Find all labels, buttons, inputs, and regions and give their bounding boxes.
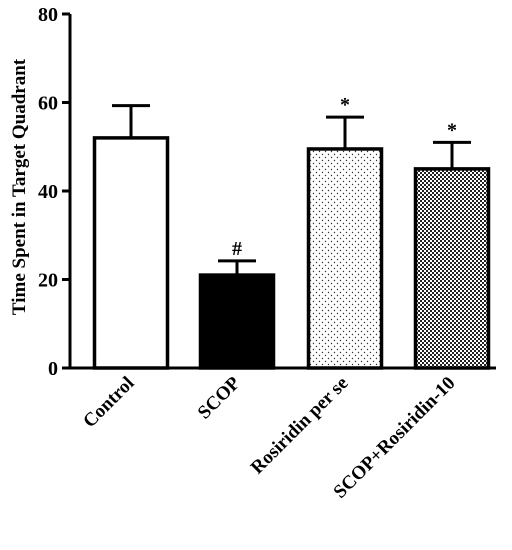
y-tick-label: 80 <box>38 4 58 26</box>
bar <box>413 167 491 370</box>
y-tick-label: 0 <box>48 358 58 380</box>
x-tick-label: Rosiridin per se <box>247 373 353 479</box>
significance-marker: * <box>340 94 350 116</box>
y-tick-label: 40 <box>38 181 58 203</box>
bar <box>306 147 384 370</box>
x-tick-label: SCOP+Rosiridin-10 <box>330 373 460 503</box>
y-tick-label: 60 <box>38 93 58 115</box>
bar <box>198 273 276 370</box>
x-axis-labels: Control SCOP Rosiridin per seSCOP+Rosiridi… <box>79 372 459 502</box>
y-tick-label: 20 <box>38 270 58 292</box>
bars: # * * <box>70 94 496 370</box>
x-tick-label: Control <box>79 373 138 432</box>
significance-marker: # <box>232 238 242 260</box>
y-axis: 0 20 40 60 80 <box>38 4 72 380</box>
y-axis-label: Time Spent in Target Quadrant <box>9 58 30 315</box>
x-tick-label: SCOP <box>194 372 245 423</box>
significance-marker: * <box>447 119 457 141</box>
bar <box>92 136 170 370</box>
